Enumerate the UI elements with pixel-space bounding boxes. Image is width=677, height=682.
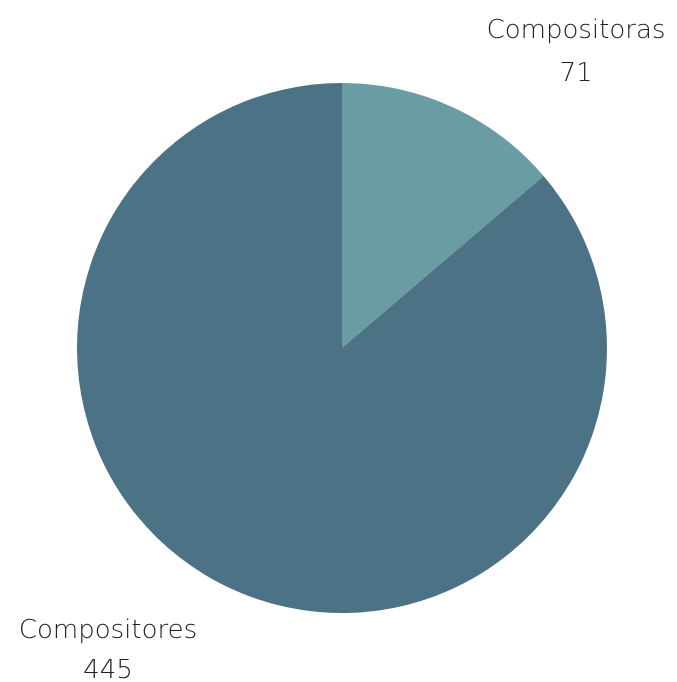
label-compositores: Compositores 445 — [19, 615, 197, 682]
label-compositoras-name: Compositoras — [487, 15, 666, 45]
label-compositores-value: 445 — [83, 655, 133, 682]
pie-slice-compositores — [76, 83, 607, 613]
pie-slices — [76, 83, 607, 613]
label-compositores-name: Compositores — [19, 615, 197, 645]
label-compositoras: Compositoras 71 — [487, 15, 666, 88]
pie-slice-compositoras — [342, 83, 544, 348]
label-compositoras-value: 71 — [559, 58, 592, 88]
